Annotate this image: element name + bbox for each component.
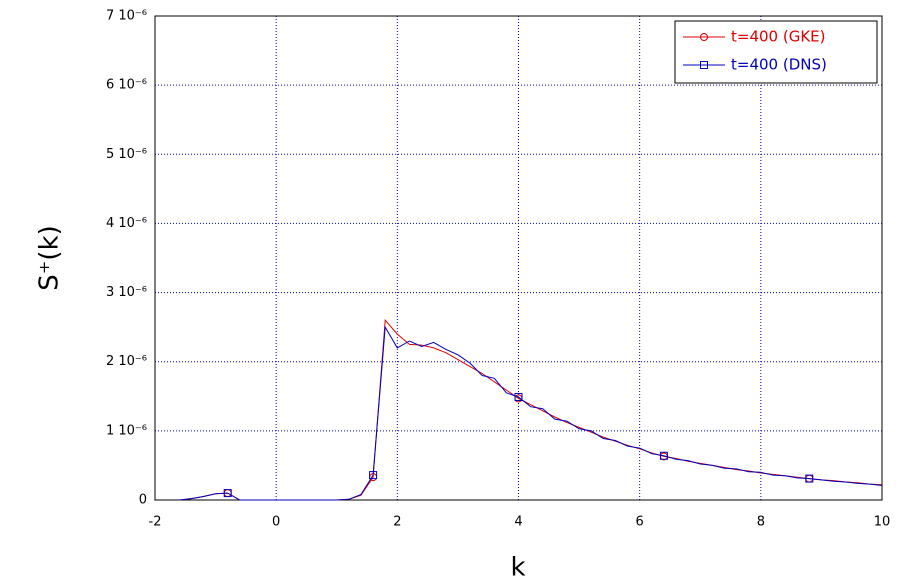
marker xyxy=(805,474,814,483)
legend-label: t=400 (GKE) xyxy=(731,28,826,46)
legend-box xyxy=(674,20,878,84)
marker xyxy=(369,471,378,480)
y-tick-label: 2 10⁻⁶ xyxy=(106,354,147,369)
x-tick-label: 8 xyxy=(757,515,765,530)
legend-label: t=400 (DNS) xyxy=(731,56,827,74)
y-tick-label: 4 10⁻⁶ xyxy=(106,216,147,231)
x-tick-label: 10 xyxy=(874,515,891,530)
x-tick-label: -2 xyxy=(149,515,162,530)
series-line xyxy=(179,325,883,501)
legend-marker xyxy=(700,61,708,69)
y-tick-label: 0 xyxy=(139,493,147,508)
y-tick-label: 1 10⁻⁶ xyxy=(106,423,147,438)
marker xyxy=(514,392,523,401)
x-tick-label: 2 xyxy=(393,515,401,530)
x-tick-label: 0 xyxy=(272,515,280,530)
y-tick-label: 5 10⁻⁶ xyxy=(106,147,147,162)
marker xyxy=(659,451,668,460)
y-tick-label: 7 10⁻⁶ xyxy=(106,9,147,24)
y-tick-label: 6 10⁻⁶ xyxy=(106,78,147,93)
x-tick-label: 6 xyxy=(636,515,644,530)
y-axis-label: S⁺(k) xyxy=(35,225,65,291)
legend-marker xyxy=(700,33,708,41)
marker xyxy=(223,489,232,498)
x-tick-label: 4 xyxy=(514,515,522,530)
plot-frame xyxy=(154,15,883,501)
x-axis-label: k xyxy=(510,553,525,583)
series-line xyxy=(179,318,883,501)
y-tick-label: 3 10⁻⁶ xyxy=(106,285,147,300)
